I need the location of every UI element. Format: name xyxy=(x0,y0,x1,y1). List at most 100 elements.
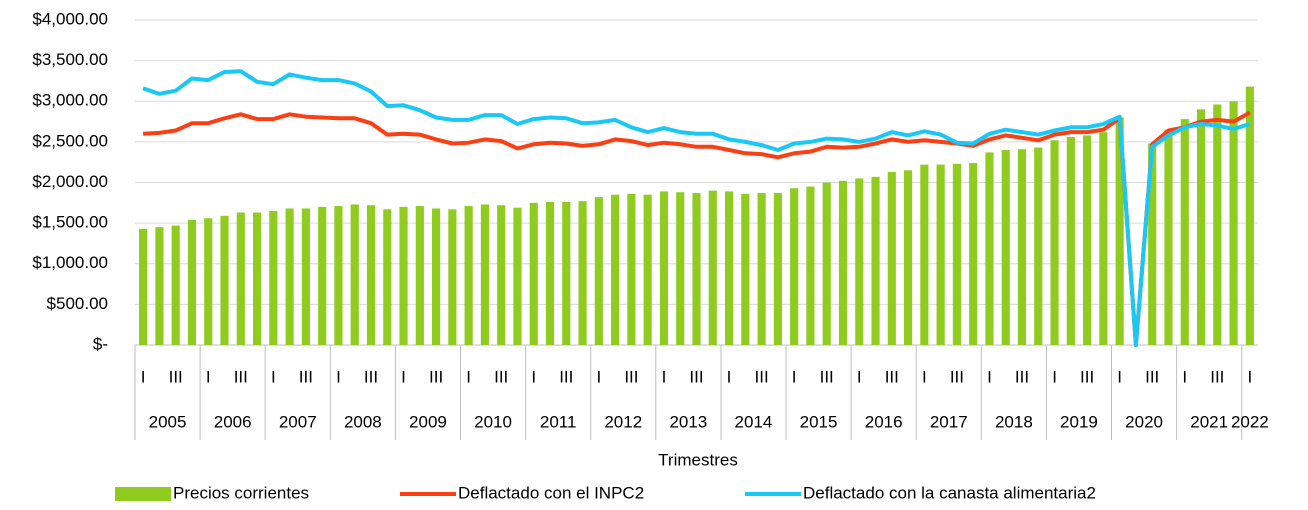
year-label: 2005 xyxy=(149,412,187,431)
year-label: 2019 xyxy=(1060,412,1098,431)
y-tick-label: $2,000.00 xyxy=(32,172,108,191)
bar xyxy=(724,191,734,345)
x-tick-label: III xyxy=(234,367,248,386)
bar xyxy=(627,193,636,345)
y-tick-label: $3,500.00 xyxy=(32,50,108,69)
bar xyxy=(1213,104,1222,345)
bar xyxy=(285,208,294,345)
bar xyxy=(1083,135,1092,345)
x-tick-label: I xyxy=(1052,367,1057,386)
x-tick-label: I xyxy=(336,367,341,386)
bar xyxy=(952,163,961,345)
bar xyxy=(708,190,717,345)
bar xyxy=(464,206,473,345)
bar xyxy=(790,188,799,345)
bar xyxy=(1115,117,1124,345)
x-tick-label: III xyxy=(429,367,443,386)
x-tick-label: I xyxy=(727,367,732,386)
bar xyxy=(1196,109,1206,345)
bar xyxy=(1050,140,1059,345)
x-tick-label: I xyxy=(1117,367,1122,386)
x-tick-label: I xyxy=(857,367,862,386)
x-tick-label: I xyxy=(466,367,471,386)
year-label: 2008 xyxy=(344,412,382,431)
bar xyxy=(1245,86,1254,345)
year-label: 2016 xyxy=(865,412,903,431)
x-tick-label: III xyxy=(820,367,834,386)
bar xyxy=(855,178,864,345)
year-label: 2006 xyxy=(214,412,252,431)
x-tick-label: III xyxy=(1145,367,1159,386)
y-tick-label: $1,500.00 xyxy=(32,213,108,232)
year-label: 2021 xyxy=(1190,412,1228,431)
x-tick-label: III xyxy=(364,367,378,386)
x-tick-label: III xyxy=(299,367,313,386)
x-tick-label: I xyxy=(1247,367,1252,386)
bar xyxy=(252,212,262,345)
x-tick-label: III xyxy=(1080,367,1094,386)
legend-label: Deflactado con el INPC2 xyxy=(458,483,644,502)
legend-label: Deflactado con la canasta alimentaria2 xyxy=(803,483,1096,502)
bar xyxy=(204,218,213,345)
y-tick-label: $1,000.00 xyxy=(32,253,108,272)
year-label: 2014 xyxy=(735,412,773,431)
bar xyxy=(676,192,685,345)
y-tick-label: $500.00 xyxy=(47,294,108,313)
year-label: 2022 xyxy=(1231,412,1269,431)
year-label: 2013 xyxy=(669,412,707,431)
bar xyxy=(1180,119,1189,345)
bar xyxy=(415,206,424,345)
bar xyxy=(187,219,197,345)
year-label: 2009 xyxy=(409,412,447,431)
year-label: 2017 xyxy=(930,412,968,431)
x-tick-label: I xyxy=(206,367,211,386)
bar xyxy=(806,186,815,345)
x-tick-label: III xyxy=(950,367,964,386)
year-label: 2018 xyxy=(995,412,1033,431)
year-label: 2010 xyxy=(474,412,512,431)
x-tick-label: III xyxy=(689,367,703,386)
bar xyxy=(1164,129,1173,345)
bar xyxy=(171,225,180,345)
bar xyxy=(871,176,880,345)
bar xyxy=(1001,150,1010,345)
x-tick-label: I xyxy=(922,367,927,386)
bar xyxy=(822,182,831,345)
bar xyxy=(985,152,994,345)
bar xyxy=(594,197,603,345)
bar xyxy=(643,194,652,345)
bar xyxy=(513,207,522,345)
bar xyxy=(350,204,359,345)
y-tick-label: $3,000.00 xyxy=(32,91,108,110)
x-tick-label: I xyxy=(987,367,992,386)
x-tick-label: III xyxy=(755,367,769,386)
bar xyxy=(887,171,896,345)
x-tick-label: I xyxy=(792,367,797,386)
bar xyxy=(399,206,408,345)
x-tick-label: I xyxy=(401,367,406,386)
y-tick-label: $2,500.00 xyxy=(32,131,108,150)
bar xyxy=(269,210,278,345)
legend-label: Precios corrientes xyxy=(173,483,309,502)
x-tick-label: III xyxy=(624,367,638,386)
bar xyxy=(969,163,978,345)
bar xyxy=(611,194,620,345)
bar xyxy=(904,170,913,345)
x-tick-label: I xyxy=(662,367,667,386)
x-tick-label: III xyxy=(559,367,573,386)
x-tick-label: III xyxy=(885,367,899,386)
bar xyxy=(1017,149,1027,345)
bar xyxy=(1066,137,1075,345)
year-label: 2015 xyxy=(800,412,838,431)
year-label: 2012 xyxy=(604,412,642,431)
x-tick-label: I xyxy=(531,367,536,386)
bar xyxy=(692,193,701,345)
bar xyxy=(578,201,587,345)
bar xyxy=(366,205,376,345)
y-tick-label: $4,000.00 xyxy=(32,9,108,28)
x-axis-title: Trimestres xyxy=(658,450,738,469)
bar xyxy=(497,205,506,345)
bar xyxy=(1034,147,1043,345)
x-tick-label: III xyxy=(1015,367,1029,386)
